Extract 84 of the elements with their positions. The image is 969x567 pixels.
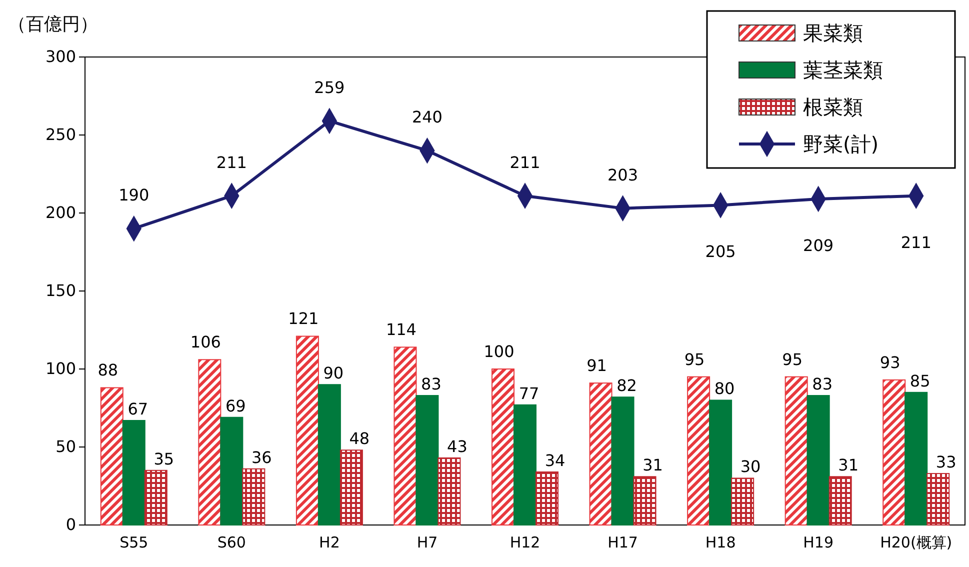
bar — [709, 400, 732, 526]
data-label: 34 — [544, 450, 566, 470]
data-label: 205 — [705, 242, 736, 262]
data-label: 85 — [910, 371, 930, 390]
legend-label: 葉茎菜類 — [803, 58, 883, 82]
data-label: 30 — [740, 457, 761, 476]
bar — [611, 396, 634, 526]
data-label: 33 — [936, 452, 956, 472]
data-label: 35 — [154, 449, 174, 468]
data-label: 95 — [684, 350, 705, 369]
data-label: 31 — [642, 456, 663, 475]
bar — [882, 379, 906, 526]
x-tick-label: H20(概算) — [880, 534, 952, 552]
legend-label: 果菜類 — [803, 21, 863, 45]
legend-label: 野菜(計) — [803, 132, 879, 156]
bar — [514, 404, 536, 526]
bar — [394, 346, 417, 526]
data-label: 211 — [900, 232, 932, 252]
y-tick-label: 50 — [56, 437, 76, 456]
bar — [296, 336, 319, 526]
x-tick-label: H19 — [803, 534, 834, 552]
x-tick-label: H18 — [705, 534, 736, 552]
data-label: 80 — [714, 379, 735, 398]
x-tick-label: H17 — [608, 534, 638, 552]
bar — [122, 420, 146, 526]
data-label: 88 — [98, 360, 118, 380]
y-tick-label: 300 — [45, 47, 76, 66]
data-label: 91 — [586, 356, 607, 376]
x-tick-label: H7 — [416, 534, 438, 552]
data-label: 43 — [447, 436, 468, 456]
x-tick-label: S55 — [120, 534, 148, 552]
x-tick-label: H12 — [510, 534, 540, 552]
bar — [784, 376, 808, 526]
bar — [589, 382, 612, 526]
data-label: 106 — [190, 332, 221, 352]
data-label: 67 — [128, 399, 148, 418]
data-label: 36 — [251, 448, 272, 467]
bar — [416, 395, 439, 526]
data-label: 100 — [484, 342, 514, 361]
bar — [144, 470, 168, 526]
bar — [220, 416, 244, 526]
x-tick-label: S60 — [217, 534, 246, 552]
data-label: 203 — [608, 165, 638, 184]
data-label: 83 — [421, 374, 442, 394]
y-tick-label: 250 — [45, 125, 76, 144]
legend-label: 根菜類 — [803, 95, 863, 119]
bar — [828, 476, 852, 526]
data-label: 190 — [118, 186, 150, 205]
data-label: 211 — [216, 152, 247, 172]
data-label: 48 — [349, 429, 370, 448]
data-label: 69 — [225, 396, 246, 416]
data-label: 211 — [510, 152, 540, 172]
bar — [806, 395, 830, 526]
bar — [687, 376, 710, 526]
bar — [340, 450, 363, 526]
data-label: 83 — [812, 374, 833, 394]
bar — [198, 359, 222, 526]
bar — [536, 471, 558, 526]
data-label: 90 — [323, 364, 344, 383]
data-label: 77 — [518, 384, 540, 403]
data-label: 93 — [880, 352, 900, 372]
bar — [904, 392, 928, 526]
data-label: 82 — [616, 376, 637, 396]
bar — [492, 368, 514, 526]
bar — [100, 387, 124, 526]
data-label: 259 — [314, 78, 345, 97]
data-label: 95 — [782, 350, 803, 369]
y-tick-label: 0 — [66, 515, 76, 534]
data-label: 31 — [838, 456, 859, 475]
x-tick-label: H2 — [319, 534, 340, 552]
bar — [731, 478, 754, 526]
bar — [242, 468, 266, 526]
y-tick-label: 100 — [45, 359, 76, 378]
y-axis-title: （百億円） — [8, 14, 98, 35]
data-label: 114 — [386, 320, 416, 340]
bar — [926, 473, 950, 526]
y-tick-label: 150 — [45, 281, 76, 300]
data-label: 121 — [288, 309, 319, 328]
y-tick-label: 200 — [45, 203, 76, 222]
bar — [438, 457, 461, 526]
bar — [318, 384, 341, 526]
bar — [633, 476, 656, 526]
data-label: 209 — [803, 236, 834, 255]
data-label: 240 — [412, 108, 442, 127]
